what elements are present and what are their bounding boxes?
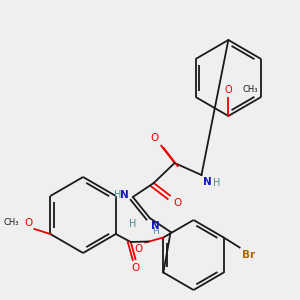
Text: H: H [152,227,159,236]
Text: N: N [203,177,212,187]
Text: O: O [132,263,140,273]
Text: N: N [151,221,160,231]
Text: O: O [174,198,182,208]
Text: CH₃: CH₃ [242,85,258,94]
Text: CH₃: CH₃ [4,218,20,227]
Text: Br: Br [242,250,255,260]
Text: O: O [24,218,32,228]
Text: O: O [134,244,142,254]
Text: O: O [151,133,159,143]
Text: H: H [129,219,137,229]
Text: H: H [213,178,221,188]
Text: H: H [113,190,121,200]
Text: O: O [224,85,232,95]
Text: N: N [120,190,129,200]
